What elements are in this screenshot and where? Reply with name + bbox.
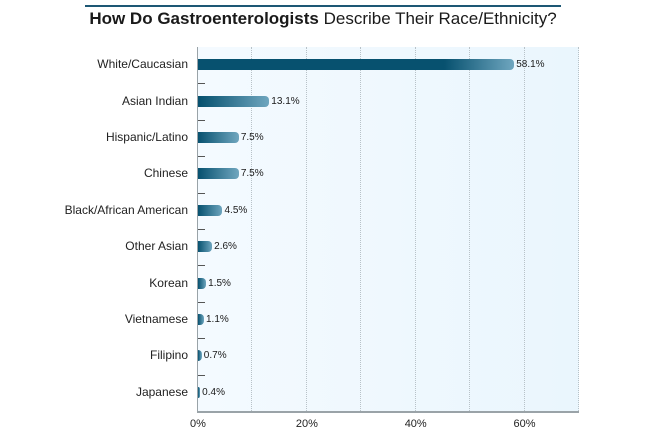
x-tick-label: 60% — [513, 418, 536, 430]
y-tick — [198, 119, 205, 121]
y-tick — [198, 192, 205, 194]
bar — [198, 204, 223, 216]
y-tick — [198, 229, 205, 230]
x-tick-label: 40% — [404, 418, 427, 430]
bar — [198, 314, 204, 325]
category-label: Other Asian — [125, 239, 188, 254]
category-label: Hispanic/Latino — [105, 130, 188, 144]
value-label: 4.5% — [224, 204, 248, 216]
value-label: 7.5% — [240, 168, 264, 180]
value-label: 58.1% — [516, 59, 545, 71]
y-tick — [198, 156, 205, 158]
value-label: 1.5% — [208, 277, 231, 289]
x-tick-label: 0% — [190, 418, 206, 430]
bar — [198, 168, 239, 180]
y-tick — [198, 338, 205, 340]
category-label: Filipino — [149, 348, 188, 363]
category-label: Korean — [149, 275, 188, 290]
gridline — [305, 47, 307, 411]
bar — [198, 386, 201, 398]
bar — [198, 350, 202, 362]
gridline — [523, 47, 525, 411]
bar — [198, 59, 515, 71]
bar — [198, 95, 270, 107]
category-label: Japanese — [135, 384, 188, 399]
value-label: 0.7% — [203, 350, 227, 362]
gridline — [360, 47, 362, 411]
bar — [198, 132, 239, 143]
x-tick-label: 20% — [295, 418, 318, 430]
y-tick — [198, 374, 205, 376]
chart-title-regular: Describe Their Race/Ethnicity? — [318, 9, 557, 28]
chart-title-bold: How Do Gastroenterologists — [89, 9, 319, 28]
value-label: 7.5% — [240, 132, 264, 143]
category-label: Black/African American — [64, 202, 188, 217]
bar — [198, 277, 207, 289]
category-label: White/Caucasian — [97, 57, 188, 72]
category-label: Vietnamese — [124, 312, 188, 326]
value-label: 0.4% — [202, 386, 225, 398]
gridline — [251, 47, 253, 411]
gridline — [578, 47, 579, 411]
gridline — [469, 47, 471, 411]
y-tick — [198, 301, 205, 303]
chart-title: How Do Gastroenterologists Describe Thei… — [85, 9, 561, 29]
category-label: Asian Indian — [121, 93, 188, 108]
value-label: 2.6% — [214, 241, 237, 253]
y-tick — [198, 83, 205, 85]
plot-area — [197, 47, 579, 413]
gridline — [414, 47, 416, 411]
value-label: 1.1% — [205, 314, 229, 325]
title-rule — [85, 5, 561, 7]
value-label: 13.1% — [271, 95, 300, 107]
y-tick — [198, 265, 205, 267]
category-label: Chinese — [143, 166, 188, 181]
bar — [198, 241, 213, 253]
